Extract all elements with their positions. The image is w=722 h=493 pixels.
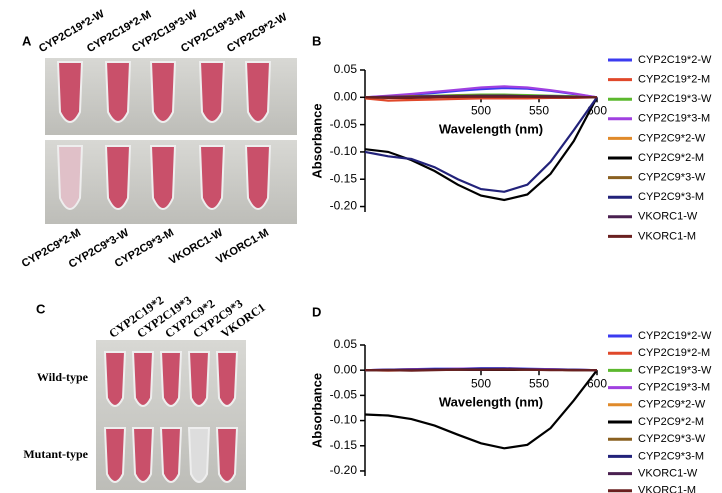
legend-label: CYP2C19*2-W [638,330,712,342]
y-axis-label: Absorbance [309,373,324,448]
y-tick-label: -0.20 [330,463,358,477]
legend-label: CYP2C19*3-M [638,113,710,125]
legend-label: CYP2C19*3-M [638,382,710,394]
tubes-c [103,351,239,483]
tube [198,61,226,123]
legend-label: VKORC1-M [638,485,696,493]
legend-label: CYP2C19*2-M [638,74,710,86]
tube [104,145,132,210]
x-tick-label: 550 [529,103,549,117]
panel-label: D [312,304,321,319]
x-axis-label: Wavelength (nm) [439,395,543,410]
tube [215,427,239,483]
y-tick-label: 0.05 [334,62,358,76]
legend-label: VKORC1-W [638,211,698,223]
legend-label: VKORC1-M [638,230,696,242]
legend-label: CYP2C9*2-W [638,399,706,411]
series-line [364,369,598,450]
tubes-a [56,61,272,210]
series-line [364,85,598,99]
tube [159,351,183,407]
tube [187,427,211,483]
panel-label: C [36,301,46,316]
legend-label: CYP2C9*2-W [638,132,706,144]
y-tick-label: 0.05 [334,337,358,351]
legend-label: CYP2C9*3-M [638,450,704,462]
tube [103,351,127,407]
y-tick-label: -0.20 [330,199,358,213]
tube-label: VKORC1-M [214,227,271,267]
tube [244,145,272,210]
tube [187,351,211,407]
legend-label: CYP2C19*3-W [638,93,712,105]
legend-label: CYP2C19*2-W [638,54,712,66]
tube [56,61,84,123]
tube [131,427,155,483]
legend-label: VKORC1-W [638,468,698,480]
tube [56,145,84,210]
tube [149,145,177,210]
legend-label: CYP2C9*2-M [638,416,704,428]
tube [149,61,177,123]
x-tick-label: 500 [471,103,491,117]
series-line [365,368,597,372]
legend-label: CYP2C9*3-W [638,433,706,445]
tube [131,351,155,407]
tube [104,61,132,123]
tube [244,61,272,123]
y-tick-label: 0.00 [334,362,358,376]
legend-label: CYP2C19*3-W [638,364,712,376]
row-label: Mutant-type [23,447,88,461]
series-line [364,95,597,99]
legend-label: CYP2C9*3-W [638,172,706,184]
y-tick-label: 0.00 [334,89,358,103]
row-label: Wild-type [37,370,89,384]
x-tick-label: 500 [471,376,491,390]
panel-label: B [312,33,321,48]
legend-label: CYP2C19*2-M [638,347,710,359]
y-tick-label: -0.15 [330,438,358,452]
legend-label: CYP2C9*2-M [638,152,704,164]
x-tick-label: 600 [587,376,607,390]
tube [215,351,239,407]
series-line [364,96,598,193]
x-tick-label: 550 [529,376,549,390]
tube [198,145,226,210]
y-tick-label: -0.10 [330,413,358,427]
tube [159,427,183,483]
y-tick-label: -0.05 [330,388,358,402]
y-tick-label: -0.05 [330,117,358,131]
y-tick-label: -0.10 [330,144,358,158]
legend-label: CYP2C9*3-M [638,191,704,203]
x-axis-label: Wavelength (nm) [439,122,543,137]
y-axis-label: Absorbance [309,103,324,178]
tube [103,427,127,483]
y-tick-label: -0.15 [330,171,358,185]
panel-label: A [22,33,32,48]
